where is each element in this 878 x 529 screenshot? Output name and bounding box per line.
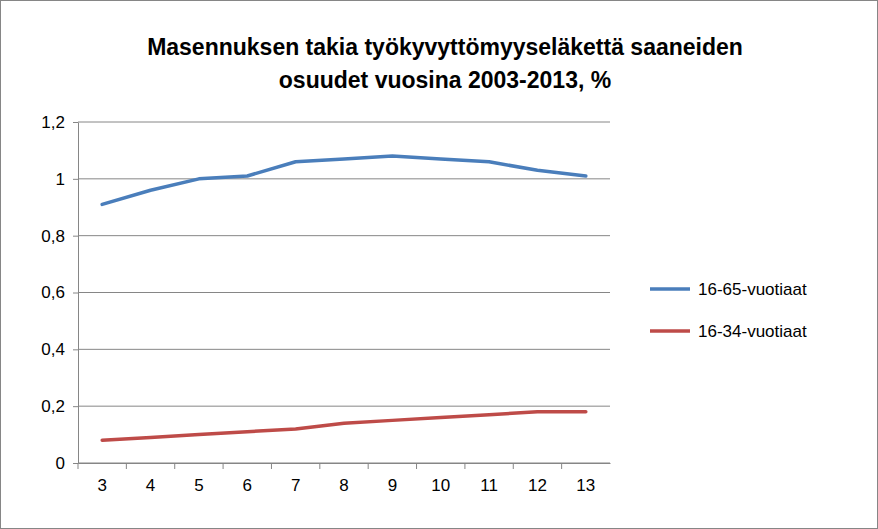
x-tick-mark	[271, 463, 272, 469]
x-tick-label: 7	[291, 476, 300, 495]
x-tick-mark	[368, 463, 369, 469]
y-tick: 0,2	[41, 397, 78, 416]
x-axis: 3 4 5 6 7 8 9 10 11 12 13	[78, 463, 611, 495]
x-tick-mark	[126, 463, 127, 469]
grid-line	[78, 463, 610, 464]
y-tick: 0,8	[41, 227, 78, 246]
x-tick: 5	[175, 463, 204, 495]
x-tick: 13	[562, 463, 596, 495]
x-tick-mark	[416, 463, 417, 469]
x-tick-mark	[464, 463, 465, 469]
x-tick-label: 9	[388, 476, 397, 495]
grid-line	[78, 292, 610, 293]
legend-swatch	[650, 329, 690, 333]
x-tick-mark	[561, 463, 562, 469]
y-tick-mark	[73, 179, 78, 180]
x-tick-mark	[174, 463, 175, 469]
y-tick-mark	[73, 463, 78, 464]
x-tick: 12	[513, 463, 547, 495]
y-tick: 0,4	[41, 340, 78, 359]
y-tick-mark	[73, 406, 78, 407]
x-tick: 3	[78, 463, 107, 495]
y-tick: 0,6	[41, 283, 78, 302]
x-tick: 6	[223, 463, 252, 495]
y-tick-label: 0,4	[41, 340, 65, 359]
legend: 16-65-vuotiaat 16-34-vuotiaat	[650, 280, 807, 341]
x-tick-label: 10	[431, 476, 450, 495]
x-tick-mark	[78, 463, 79, 469]
y-tick-label: 0	[56, 454, 65, 473]
legend-label: 16-65-vuotiaat	[698, 280, 807, 299]
x-tick: 9	[368, 463, 397, 495]
x-tick: 8	[320, 463, 349, 495]
x-tick-label: 5	[194, 476, 203, 495]
x-tick-label: 12	[528, 476, 547, 495]
x-tick: 4	[126, 463, 155, 495]
legend-swatch	[650, 287, 690, 291]
x-tick-label: 8	[339, 476, 348, 495]
y-tick-label: 1,2	[41, 113, 65, 132]
y-tick-mark	[73, 293, 78, 294]
title: Masennuksen takia työkyvyttömyyseläkettä…	[147, 34, 743, 93]
y-tick: 1	[56, 170, 78, 189]
x-tick-label: 11	[480, 476, 498, 495]
title-line: osuudet vuosina 2003-2013, %	[279, 67, 611, 93]
x-tick-label: 13	[576, 476, 595, 495]
y-axis-line	[78, 123, 79, 464]
x-axis-line	[79, 463, 611, 464]
chart-frame	[1, 1, 878, 529]
grid-line	[78, 178, 610, 179]
y-tick: 0	[56, 454, 78, 473]
y-tick-label: 0,8	[41, 227, 65, 246]
y-tick-mark	[73, 349, 78, 350]
grid-line	[78, 122, 610, 123]
grid	[78, 122, 610, 463]
title-line: Masennuksen takia työkyvyttömyyseläkettä…	[147, 34, 743, 60]
y-tick-label: 0,6	[41, 283, 65, 302]
series-line	[102, 412, 586, 440]
x-tick: 10	[417, 463, 451, 495]
x-tick-label: 6	[243, 476, 252, 495]
x-tick: 7	[271, 463, 300, 495]
y-tick-mark	[73, 122, 78, 123]
y-tick-label: 0,2	[41, 397, 65, 416]
x-tick-label: 4	[146, 476, 155, 495]
y-tick: 1,2	[41, 113, 78, 132]
grid-line	[78, 349, 610, 350]
series-group	[102, 156, 586, 440]
y-tick-label: 1	[56, 170, 65, 189]
x-tick-mark	[319, 463, 320, 469]
y-axis: 0 0,2 0,4 0,6 0,8 1 1,2	[41, 113, 78, 473]
x-tick-mark	[513, 463, 514, 469]
grid-line	[78, 235, 610, 236]
series-line	[102, 156, 586, 204]
x-tick-mark	[223, 463, 224, 469]
legend-label: 16-34-vuotiaat	[698, 322, 807, 341]
y-tick-mark	[73, 236, 78, 237]
x-tick-label: 3	[97, 476, 106, 495]
x-tick: 11	[465, 463, 498, 495]
grid-line	[78, 406, 610, 407]
chart: Masennuksen takia työkyvyttömyyseläkettä…	[0, 0, 878, 529]
